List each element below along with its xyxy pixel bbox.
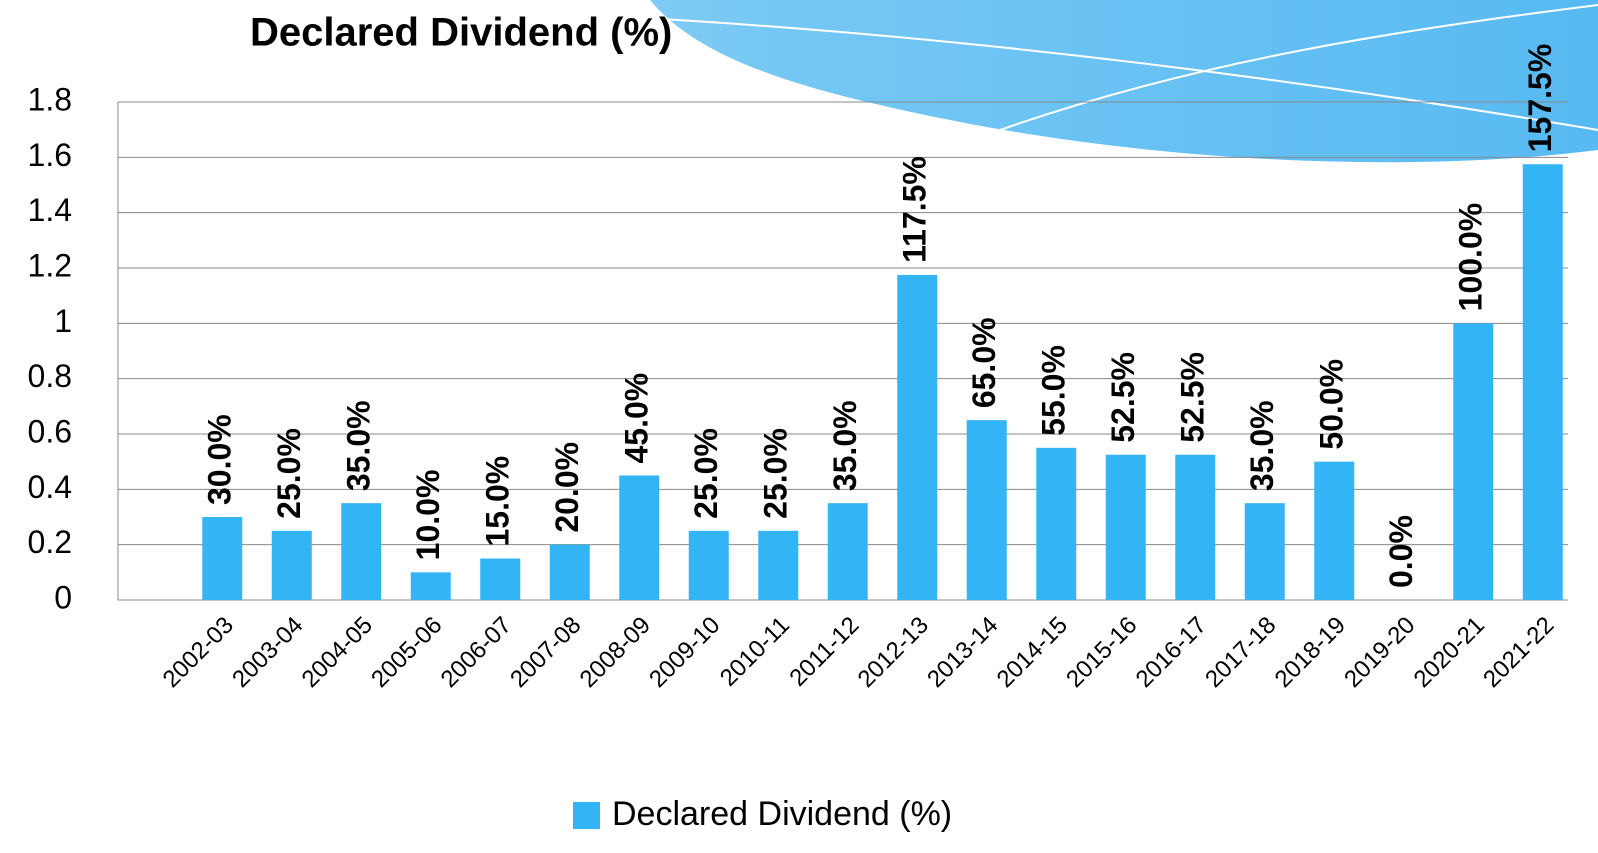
legend-swatch — [573, 802, 600, 829]
x-tick-label: 2015-16 — [1061, 612, 1142, 693]
y-tick-label: 1.4 — [28, 192, 72, 228]
x-tick-label: 2013-14 — [922, 612, 1003, 693]
bar — [1106, 455, 1146, 600]
y-tick-label: 1.8 — [28, 81, 72, 117]
value-label: 0.0% — [1383, 515, 1419, 588]
value-label: 25.0% — [271, 428, 307, 519]
value-label: 10.0% — [410, 470, 446, 561]
value-label: 100.0% — [1453, 203, 1489, 312]
bar — [1245, 503, 1285, 600]
value-label: 30.0% — [202, 414, 238, 505]
legend-label: Declared Dividend (%) — [612, 795, 952, 833]
chart: Declared Dividend (%) 0 0.2 0.4 0.6 0.8 1 1.2 1… — [0, 0, 1598, 853]
x-tick-label: 2008-09 — [575, 612, 656, 693]
value-label: 45.0% — [619, 373, 655, 464]
x-tick-label: 2002-03 — [158, 612, 239, 693]
bar — [1175, 455, 1215, 600]
bar — [202, 517, 242, 600]
value-label: 65.0% — [966, 317, 1002, 408]
y-tick-label: 1.2 — [28, 247, 72, 283]
bar — [689, 531, 729, 600]
bar — [1453, 323, 1493, 600]
value-label: 117.5% — [897, 156, 933, 263]
value-label: 25.0% — [688, 428, 724, 519]
bar — [828, 503, 868, 600]
bar — [758, 531, 798, 600]
value-label: 15.0% — [480, 456, 516, 547]
x-tick-label: 2011-12 — [784, 612, 864, 692]
x-tick-label: 2004-05 — [297, 612, 378, 693]
y-tick-label: 0.2 — [28, 524, 72, 560]
bar — [480, 559, 520, 601]
x-tick-label: 2016-17 — [1131, 612, 1212, 693]
bar — [897, 275, 937, 600]
x-tick-label: 2003-04 — [227, 612, 308, 693]
x-tick-label: 2005-06 — [366, 612, 447, 693]
value-label: 157.5% — [1522, 44, 1558, 153]
background-wave — [0, 0, 1598, 162]
x-tick-label: 2019-20 — [1339, 612, 1420, 693]
value-label: 55.0% — [1036, 345, 1072, 436]
bar — [967, 420, 1007, 600]
value-label: 25.0% — [758, 428, 794, 519]
y-tick-label: 1.6 — [28, 137, 72, 173]
bar — [1523, 164, 1563, 600]
bar — [1036, 448, 1076, 600]
x-tick-label: 2007-08 — [505, 612, 586, 693]
x-tick-label: 2009-10 — [644, 612, 725, 693]
chart-title: Declared Dividend (%) — [250, 11, 672, 55]
y-tick-label: 0.8 — [28, 358, 72, 394]
value-label: 52.5% — [1175, 352, 1211, 443]
x-tick-label: 2012-13 — [853, 612, 934, 693]
x-tick-label: 2020-21 — [1409, 612, 1490, 693]
value-label: 35.0% — [341, 400, 377, 491]
bar — [341, 503, 381, 600]
bar — [619, 476, 659, 601]
bar — [1314, 462, 1354, 600]
value-label: 35.0% — [827, 400, 863, 491]
x-tick-label: 2021-22 — [1478, 612, 1559, 693]
y-tick-label: 0 — [54, 579, 72, 615]
x-tick-label: 2010-11 — [715, 612, 795, 692]
y-tick-label: 0.6 — [28, 413, 72, 449]
value-label: 35.0% — [1244, 400, 1280, 491]
y-tick-label: 0.4 — [28, 469, 72, 505]
value-label: 20.0% — [549, 442, 585, 533]
bar — [272, 531, 312, 600]
bar — [411, 572, 451, 600]
y-tick-label: 1 — [54, 303, 72, 339]
x-tick-label: 2006-07 — [436, 612, 517, 693]
bar — [550, 545, 590, 600]
x-tick-label: 2017-18 — [1200, 612, 1281, 693]
value-label: 52.5% — [1105, 352, 1141, 443]
x-tick-label: 2018-19 — [1270, 612, 1351, 693]
x-tick-label: 2014-15 — [992, 612, 1073, 693]
value-label: 50.0% — [1314, 359, 1350, 450]
